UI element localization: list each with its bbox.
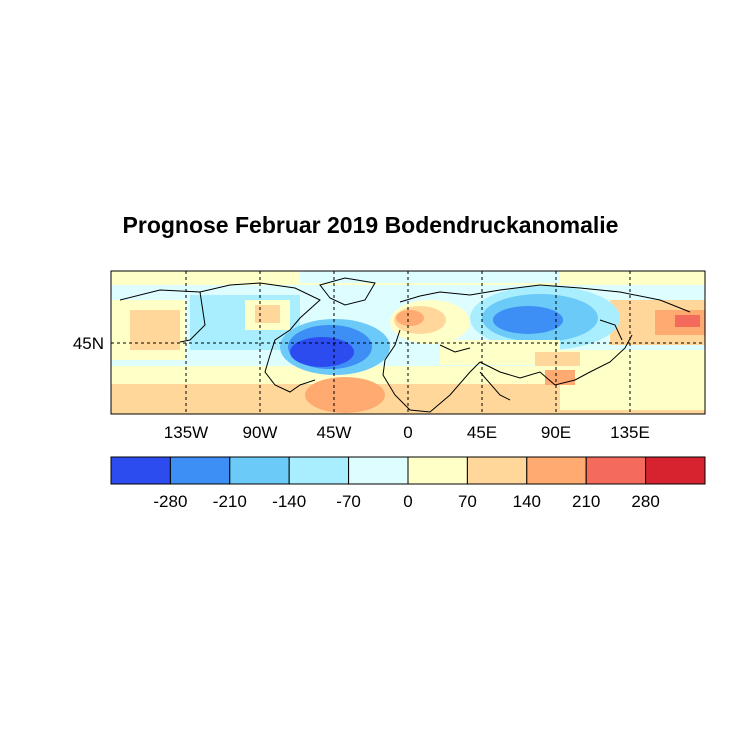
gridlines: [111, 271, 705, 414]
colorbar: [110, 456, 706, 485]
lon-tick-label: 135E: [610, 423, 650, 442]
colorbar-swatch: [348, 456, 409, 485]
colorbar-tick-label: -210: [213, 492, 247, 511]
colorbar-swatch: [288, 456, 350, 485]
colorbar-tick-label: -280: [153, 492, 187, 511]
colorbar-tick-label: 0: [403, 492, 412, 511]
colorbar-swatch: [407, 456, 468, 485]
colorbar-swatch: [169, 456, 231, 485]
lon-tick-label: 135W: [164, 423, 208, 442]
coastlines: [119, 277, 691, 413]
colorbar-labels: -280 -210 -140 -70 0 70 140 210 280: [153, 492, 659, 511]
lon-tick-label: 90W: [243, 423, 278, 442]
colorbar-tick-label: 280: [631, 492, 659, 511]
colorbar-swatch: [110, 456, 171, 485]
colorbar-swatch: [466, 456, 528, 485]
lon-tick-label: 0: [403, 423, 412, 442]
colorbar-swatch: [585, 456, 647, 485]
lon-tick-label: 45E: [467, 423, 497, 442]
lon-tick-labels: 135W 90W 45W 0 45E 90E 135E: [164, 423, 650, 442]
lon-tick-label: 90E: [541, 423, 571, 442]
map-panel: 135W 90W 45W 0 45E 90E 135E 45N: [73, 270, 706, 442]
colorbar-swatch: [229, 456, 290, 485]
lat-tick-label: 45N: [73, 334, 104, 353]
colorbar-tick-label: -140: [272, 492, 306, 511]
colorbar-tick-label: 210: [572, 492, 600, 511]
colorbar-swatch: [645, 456, 706, 485]
colorbar-swatch: [526, 456, 587, 485]
map-frame: [110, 270, 706, 415]
colorbar-tick-label: -70: [336, 492, 361, 511]
map-title: Prognose Februar 2019 Bodendruckanomalie: [122, 212, 619, 238]
colorbar-tick-label: 140: [513, 492, 541, 511]
lon-tick-label: 45W: [317, 423, 352, 442]
colorbar-tick-label: 70: [458, 492, 477, 511]
